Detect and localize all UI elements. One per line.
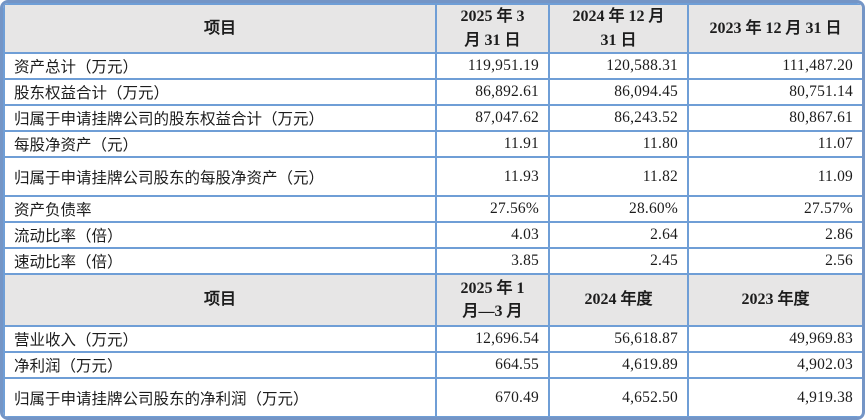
value-cell: 11.80: [548, 130, 689, 158]
table-row-quick-ratio: 速动比率（倍） 3.85 2.45 2.56: [3, 247, 862, 275]
table-row-net-assets-per-share: 每股净资产（元） 11.91 11.80 11.07: [3, 130, 862, 158]
value-cell: 28.60%: [548, 195, 689, 223]
table-row-total-equity: 股东权益合计（万元） 86,892.61 86,094.45 80,751.14: [3, 78, 862, 106]
value-cell: 11.07: [687, 130, 862, 158]
column-header-item: 项目: [3, 273, 437, 327]
table-row-revenue: 营业收入（万元） 12,696.54 56,618.87 49,969.83: [3, 325, 862, 353]
column-header-2025-q1: 2025 年 1 月—3 月: [435, 273, 550, 327]
row-label: 速动比率（倍）: [3, 247, 437, 275]
value-cell: 86,243.52: [548, 104, 689, 132]
value-cell: 27.56%: [435, 195, 550, 223]
column-header-2024-12: 2024 年 12 月 31 日: [548, 3, 689, 54]
value-cell: 119,951.19: [435, 52, 550, 80]
value-cell: 12,696.54: [435, 325, 550, 353]
value-cell: 56,618.87: [548, 325, 689, 353]
value-cell: 3.85: [435, 247, 550, 275]
table-row-net-assets-per-share-attributable: 归属于申请挂牌公司股东的每股净资产（元） 11.93 11.82 11.09: [3, 156, 862, 197]
value-cell: 111,487.20: [687, 52, 862, 80]
value-cell: 80,867.61: [687, 104, 862, 132]
row-label: 流动比率（倍）: [3, 221, 437, 249]
value-cell: 11.91: [435, 130, 550, 158]
value-cell: 86,094.45: [548, 78, 689, 106]
value-cell: 80,751.14: [687, 78, 862, 106]
table-row-current-ratio: 流动比率（倍） 4.03 2.64 2.86: [3, 221, 862, 249]
value-cell: 86,892.61: [435, 78, 550, 106]
column-header-2024-year: 2024 年度: [548, 273, 689, 327]
table-row-total-assets: 资产总计（万元） 119,951.19 120,588.31 111,487.2…: [3, 52, 862, 80]
value-cell: 4.03: [435, 221, 550, 249]
table-row-equity-attributable: 归属于申请挂牌公司的股东权益合计（万元） 87,047.62 86,243.52…: [3, 104, 862, 132]
table-row-net-profit: 净利润（万元） 664.55 4,619.89 4,902.03: [3, 351, 862, 379]
row-label: 归属于申请挂牌公司的股东权益合计（万元）: [3, 104, 437, 132]
value-cell: 2.64: [548, 221, 689, 249]
data-table: 项目 2025 年 3 月 31 日 2024 年 12 月 31 日 2023…: [3, 3, 862, 417]
value-cell: 4,652.50: [548, 377, 689, 417]
column-header-item: 项目: [3, 3, 437, 54]
row-label: 归属于申请挂牌公司股东的每股净资产（元）: [3, 156, 437, 197]
value-cell: 11.93: [435, 156, 550, 197]
column-header-2023-12: 2023 年 12 月 31 日: [687, 3, 862, 54]
value-cell: 664.55: [435, 351, 550, 379]
row-label: 资产总计（万元）: [3, 52, 437, 80]
row-label: 每股净资产（元）: [3, 130, 437, 158]
table-row-net-profit-attributable: 归属于申请挂牌公司股东的净利润（万元） 670.49 4,652.50 4,91…: [3, 377, 862, 417]
value-cell: 87,047.62: [435, 104, 550, 132]
value-cell: 49,969.83: [687, 325, 862, 353]
row-label: 资产负债率: [3, 195, 437, 223]
value-cell: 11.09: [687, 156, 862, 197]
value-cell: 4,902.03: [687, 351, 862, 379]
value-cell: 2.56: [687, 247, 862, 275]
row-label: 归属于申请挂牌公司股东的净利润（万元）: [3, 377, 437, 417]
row-label: 净利润（万元）: [3, 351, 437, 379]
balance-header-row: 项目 2025 年 3 月 31 日 2024 年 12 月 31 日 2023…: [3, 3, 862, 54]
value-cell: 4,619.89: [548, 351, 689, 379]
value-cell: 11.82: [548, 156, 689, 197]
value-cell: 670.49: [435, 377, 550, 417]
value-cell: 2.45: [548, 247, 689, 275]
table-row-debt-ratio: 资产负债率 27.56% 28.60% 27.57%: [3, 195, 862, 223]
row-label: 营业收入（万元）: [3, 325, 437, 353]
column-header-2023-year: 2023 年度: [687, 273, 862, 327]
value-cell: 4,919.38: [687, 377, 862, 417]
column-header-2025-03: 2025 年 3 月 31 日: [435, 3, 550, 54]
row-label: 股东权益合计（万元）: [3, 78, 437, 106]
value-cell: 2.86: [687, 221, 862, 249]
value-cell: 120,588.31: [548, 52, 689, 80]
value-cell: 27.57%: [687, 195, 862, 223]
income-header-row: 项目 2025 年 1 月—3 月 2024 年度 2023 年度: [3, 273, 862, 327]
